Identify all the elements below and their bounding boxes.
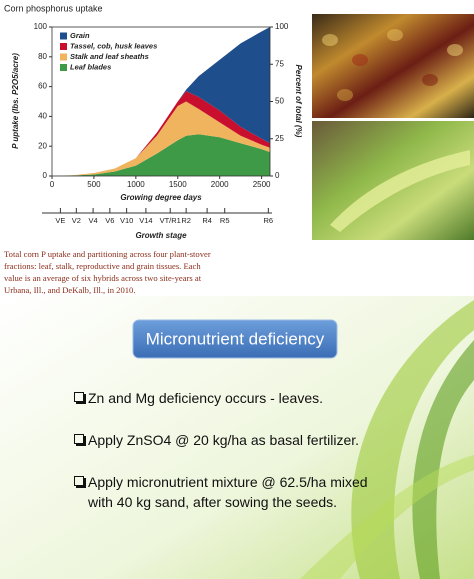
stage-label: V10	[120, 216, 133, 225]
stage-label: R5	[220, 216, 230, 225]
y-tick-label: 80	[38, 52, 47, 61]
legend-swatch	[60, 53, 67, 61]
stage-label: V6	[105, 216, 114, 225]
caption-line: value is an average of six hybrids acros…	[4, 273, 202, 283]
bullet: Apply micronutrient mixture @ 62.5/ha mi…	[74, 472, 374, 512]
x-tick-label: 0	[50, 180, 55, 189]
y-tick-label: 20	[38, 141, 47, 150]
legend-label: Leaf blades	[70, 62, 111, 71]
y2-tick-label: 100	[275, 22, 289, 31]
stage-label: R6	[264, 216, 274, 225]
legend-label: Grain	[70, 31, 90, 40]
legend-swatch	[60, 32, 67, 40]
legend-swatch	[60, 64, 67, 71]
y-tick-label: 100	[34, 22, 48, 31]
bullet: Zn and Mg deficiency occurs - leaves.	[74, 388, 374, 408]
stage-label: V2	[72, 216, 81, 225]
caption-line: fractions: leaf, stalk, reproductive and…	[4, 261, 201, 271]
caption-line: Urbana, Ill., and DeKalb, Ill., in 2010.	[4, 285, 136, 295]
y2-tick-label: 75	[275, 59, 284, 68]
y-tick-label: 60	[38, 82, 47, 91]
x-axis-label: Growing degree days	[120, 193, 202, 202]
x-tick-label: 2000	[211, 180, 229, 189]
y2-tick-label: 25	[275, 134, 284, 143]
y2-tick-label: 0	[275, 171, 280, 180]
area	[52, 27, 270, 176]
area	[52, 134, 270, 176]
chart-title: Corn phosphorus uptake	[4, 3, 103, 13]
stage-label: V14	[139, 216, 152, 225]
slide-title-box	[132, 319, 338, 359]
legend-label: Stalk and leaf sheaths	[70, 52, 149, 61]
bullet-list: Zn and Mg deficiency occurs - leaves. App…	[74, 388, 374, 534]
stage-label: R4	[202, 216, 212, 225]
y2-tick-label: 50	[275, 97, 284, 106]
y-tick-label: 40	[38, 112, 47, 121]
x-tick-label: 500	[87, 180, 101, 189]
stage-label: VE	[55, 216, 65, 225]
leaf-shape	[330, 150, 470, 232]
y-axis-label: P uptake (lbs. P2O5/acre)	[11, 53, 20, 149]
caption: Total corn P uptake and partitioning acr…	[4, 248, 304, 296]
stage-label: R2	[181, 216, 191, 225]
legend-label: Tassel, cob, husk leaves	[70, 41, 157, 50]
swoosh	[412, 340, 474, 579]
x-tick-label: 1500	[169, 180, 187, 189]
bullet: Apply ZnSO4 @ 20 kg/ha as basal fertiliz…	[74, 430, 374, 450]
area	[52, 91, 270, 176]
area	[52, 101, 270, 176]
x-tick-label: 2500	[253, 180, 271, 189]
stage-label: VT/R1	[160, 216, 181, 225]
swoosh	[300, 455, 474, 579]
x-tick-label: 1000	[127, 180, 145, 189]
kernels	[322, 29, 463, 101]
caption-line: Total corn P uptake and partitioning acr…	[4, 249, 211, 259]
y2-axis-label: Percent of total (%)	[294, 65, 303, 138]
legend-swatch	[60, 43, 67, 50]
stage-axis-label: Growth stage	[135, 231, 187, 240]
slide-title: Micronutrient deficiency	[146, 329, 325, 348]
stage-label: V4	[88, 216, 97, 225]
y-tick-label: 0	[43, 171, 48, 180]
